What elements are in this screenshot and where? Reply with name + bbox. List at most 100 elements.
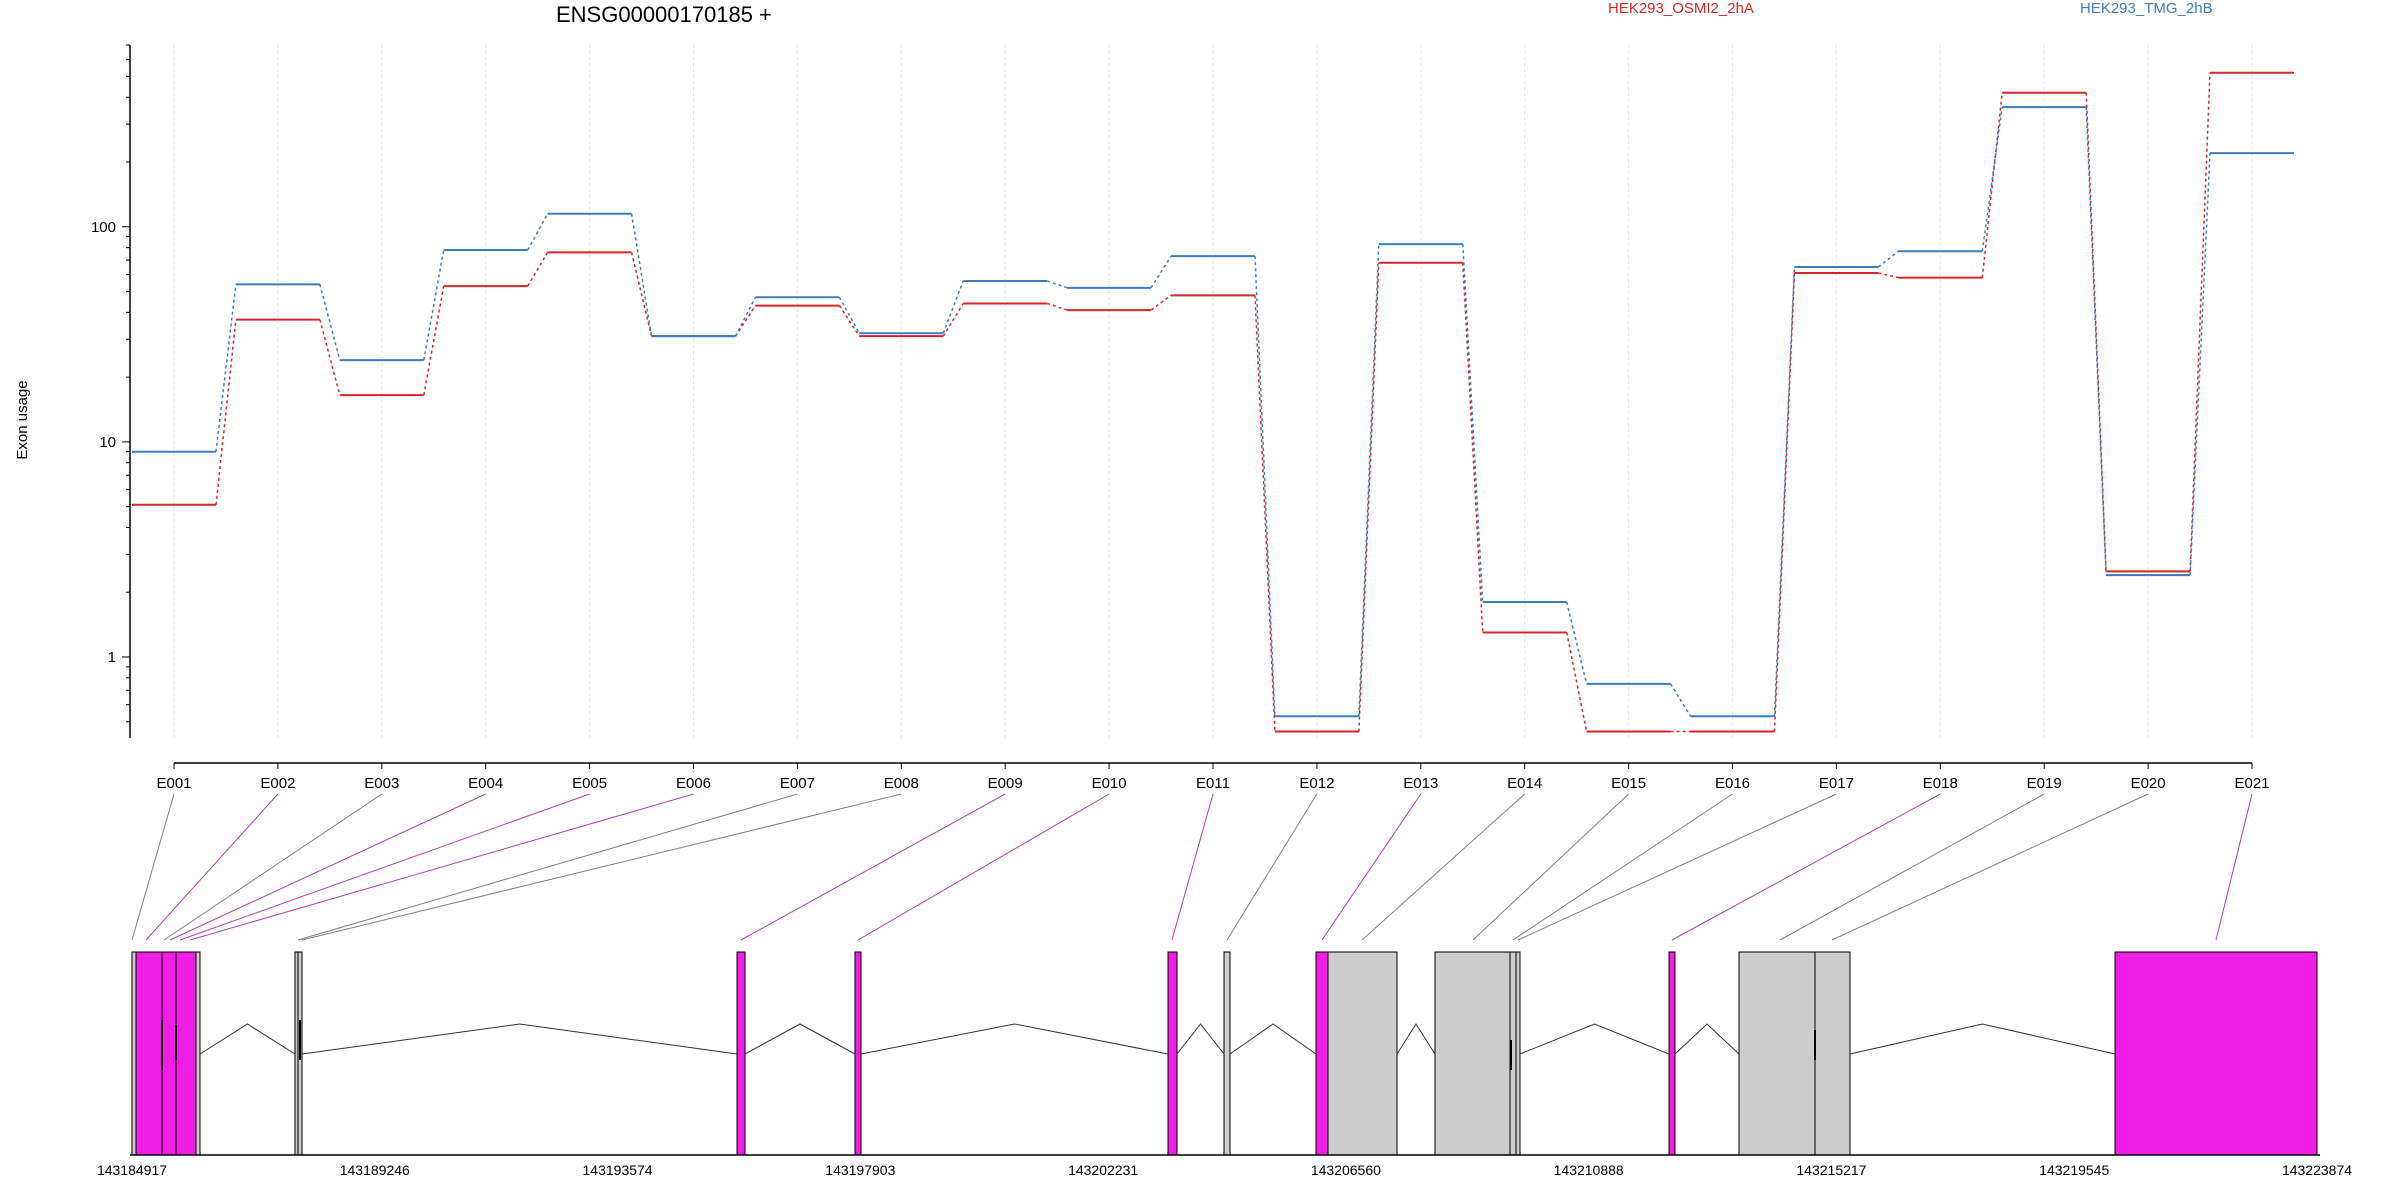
coordinate-tick-label: 143193574 xyxy=(583,1162,653,1178)
intron-9 xyxy=(1674,1023,1740,1055)
y-tick-label: 10 xyxy=(99,434,116,451)
series-2-connector xyxy=(1669,683,1692,717)
intron-8 xyxy=(1519,1023,1670,1055)
y-tick-label: 1 xyxy=(108,649,116,666)
series-2-connector xyxy=(630,213,653,337)
series-2-connector xyxy=(1046,280,1068,289)
series-1-connector xyxy=(319,319,341,396)
series-1-connector xyxy=(630,252,653,337)
series-2-connector xyxy=(838,296,860,334)
intron-6 xyxy=(1229,1023,1317,1055)
highlighted-exon-8 xyxy=(736,951,746,1156)
series-2-connector xyxy=(319,284,341,361)
x-tick-label-e008: E008 xyxy=(884,775,919,792)
intron-10 xyxy=(1849,1023,2116,1055)
series-1-connector xyxy=(423,285,445,396)
series-layer xyxy=(132,71,2294,733)
exon-1 xyxy=(131,951,137,1156)
intron-3 xyxy=(744,1023,856,1055)
connector-e003 xyxy=(163,793,383,941)
x-tick-label-e006: E006 xyxy=(676,775,711,792)
y-tick-label: 100 xyxy=(91,219,116,236)
x-tick-label-e019: E019 xyxy=(2027,775,2062,792)
chart-title: ENSG00000170185 + xyxy=(556,2,772,27)
coordinate-tick-label: 143197903 xyxy=(825,1162,895,1178)
legend-entry-series-2: HEK293_TMG_2hB xyxy=(2080,0,2213,17)
intron-5 xyxy=(1176,1023,1225,1055)
x-tick-label-e016: E016 xyxy=(1715,775,1750,792)
series-1-connector xyxy=(734,305,757,337)
connector-e001 xyxy=(131,793,175,941)
x-tick-label-e011: E011 xyxy=(1196,775,1230,792)
series-1-connector xyxy=(1981,92,2003,278)
highlighted-exon-4 xyxy=(175,951,197,1156)
legend-entry-series-1: HEK293_OSMI2_2hA xyxy=(1608,0,1754,17)
series-1-connector xyxy=(2085,92,2107,572)
connector-e014 xyxy=(1361,793,1526,941)
gene-model: 143184917 143189246 143193574 143197903 1432… xyxy=(97,951,2352,1178)
connector-e013 xyxy=(1321,793,1422,941)
highlighted-exon-2 xyxy=(135,951,163,1156)
x-tick-label-e010: E010 xyxy=(1092,775,1127,792)
connector-e012 xyxy=(1226,793,1318,941)
highlighted-exon-9 xyxy=(854,951,862,1156)
series-1-connector xyxy=(1150,294,1172,311)
highlighted-exon-3 xyxy=(161,951,177,1156)
series-1-connector xyxy=(1462,262,1484,633)
series-2-connector xyxy=(527,213,549,251)
coordinate-tick-label: 143219545 xyxy=(2039,1162,2109,1178)
series-1-connector xyxy=(215,319,237,505)
connector-e016 xyxy=(1512,793,1733,941)
series-1 xyxy=(132,71,2294,733)
connector-e010 xyxy=(857,793,1110,941)
coordinate-tick-label: 143184917 xyxy=(97,1162,167,1178)
x-tick-label-e017: E017 xyxy=(1819,775,1854,792)
series-2-connector xyxy=(1981,107,2003,252)
series-1-connector xyxy=(527,252,549,287)
connector-e021 xyxy=(2215,793,2253,941)
x-tick-label-e004: E004 xyxy=(468,775,503,792)
x-tick-label-e012: E012 xyxy=(1299,775,1334,792)
connector-e008 xyxy=(301,793,902,941)
intron-1 xyxy=(199,1023,296,1055)
connector-e002 xyxy=(145,793,279,941)
exon-11 xyxy=(1223,951,1231,1156)
exon-14 xyxy=(1434,951,1511,1156)
intron-2 xyxy=(301,1023,738,1055)
x-tick-label-e002: E002 xyxy=(260,775,295,792)
connector-e011 xyxy=(1171,793,1214,941)
highlighted-exon-12 xyxy=(1315,951,1329,1156)
series-2-connector xyxy=(1565,601,1588,685)
connector-e006 xyxy=(189,793,694,941)
series-2-connector xyxy=(1150,255,1172,289)
x-tick-label-e001: E001 xyxy=(156,775,191,792)
series-2-connector xyxy=(1254,256,1276,717)
x-tick-label-e003: E003 xyxy=(364,775,399,792)
series-2-connector xyxy=(1358,244,1380,717)
plot-axes: 1 10 100 E001 E002 E003 E004 E005 E006 E007 E008 E0… xyxy=(91,44,2270,792)
series-2-connector xyxy=(1462,244,1484,603)
series-2-connector xyxy=(215,284,237,452)
connector-e019 xyxy=(1779,793,2045,941)
series-2-connector xyxy=(423,249,445,361)
series-1-connector xyxy=(942,303,964,337)
series-2-connector xyxy=(2189,153,2211,576)
series-2-connector xyxy=(734,296,757,337)
coordinate-tick-label: 143189246 xyxy=(340,1162,410,1178)
series-2-connector xyxy=(942,280,964,334)
intron-7 xyxy=(1396,1023,1436,1055)
x-tick-label-e014: E014 xyxy=(1507,775,1542,792)
connector-e009 xyxy=(740,793,1006,941)
x-tick-label-e013: E013 xyxy=(1403,775,1438,792)
x-tick-label-e021: E021 xyxy=(2234,775,2269,792)
series-2-connector xyxy=(2085,107,2107,576)
series-2 xyxy=(132,106,2294,718)
connector-e020 xyxy=(1831,793,2149,941)
exon-18 xyxy=(1738,951,1816,1156)
exon-19 xyxy=(1814,951,1851,1156)
coordinate-tick-label: 143223874 xyxy=(2282,1162,2352,1178)
intron-4 xyxy=(860,1023,1169,1055)
highlighted-exon-20 xyxy=(2114,951,2318,1156)
x-tick-label-e009: E009 xyxy=(988,775,1023,792)
